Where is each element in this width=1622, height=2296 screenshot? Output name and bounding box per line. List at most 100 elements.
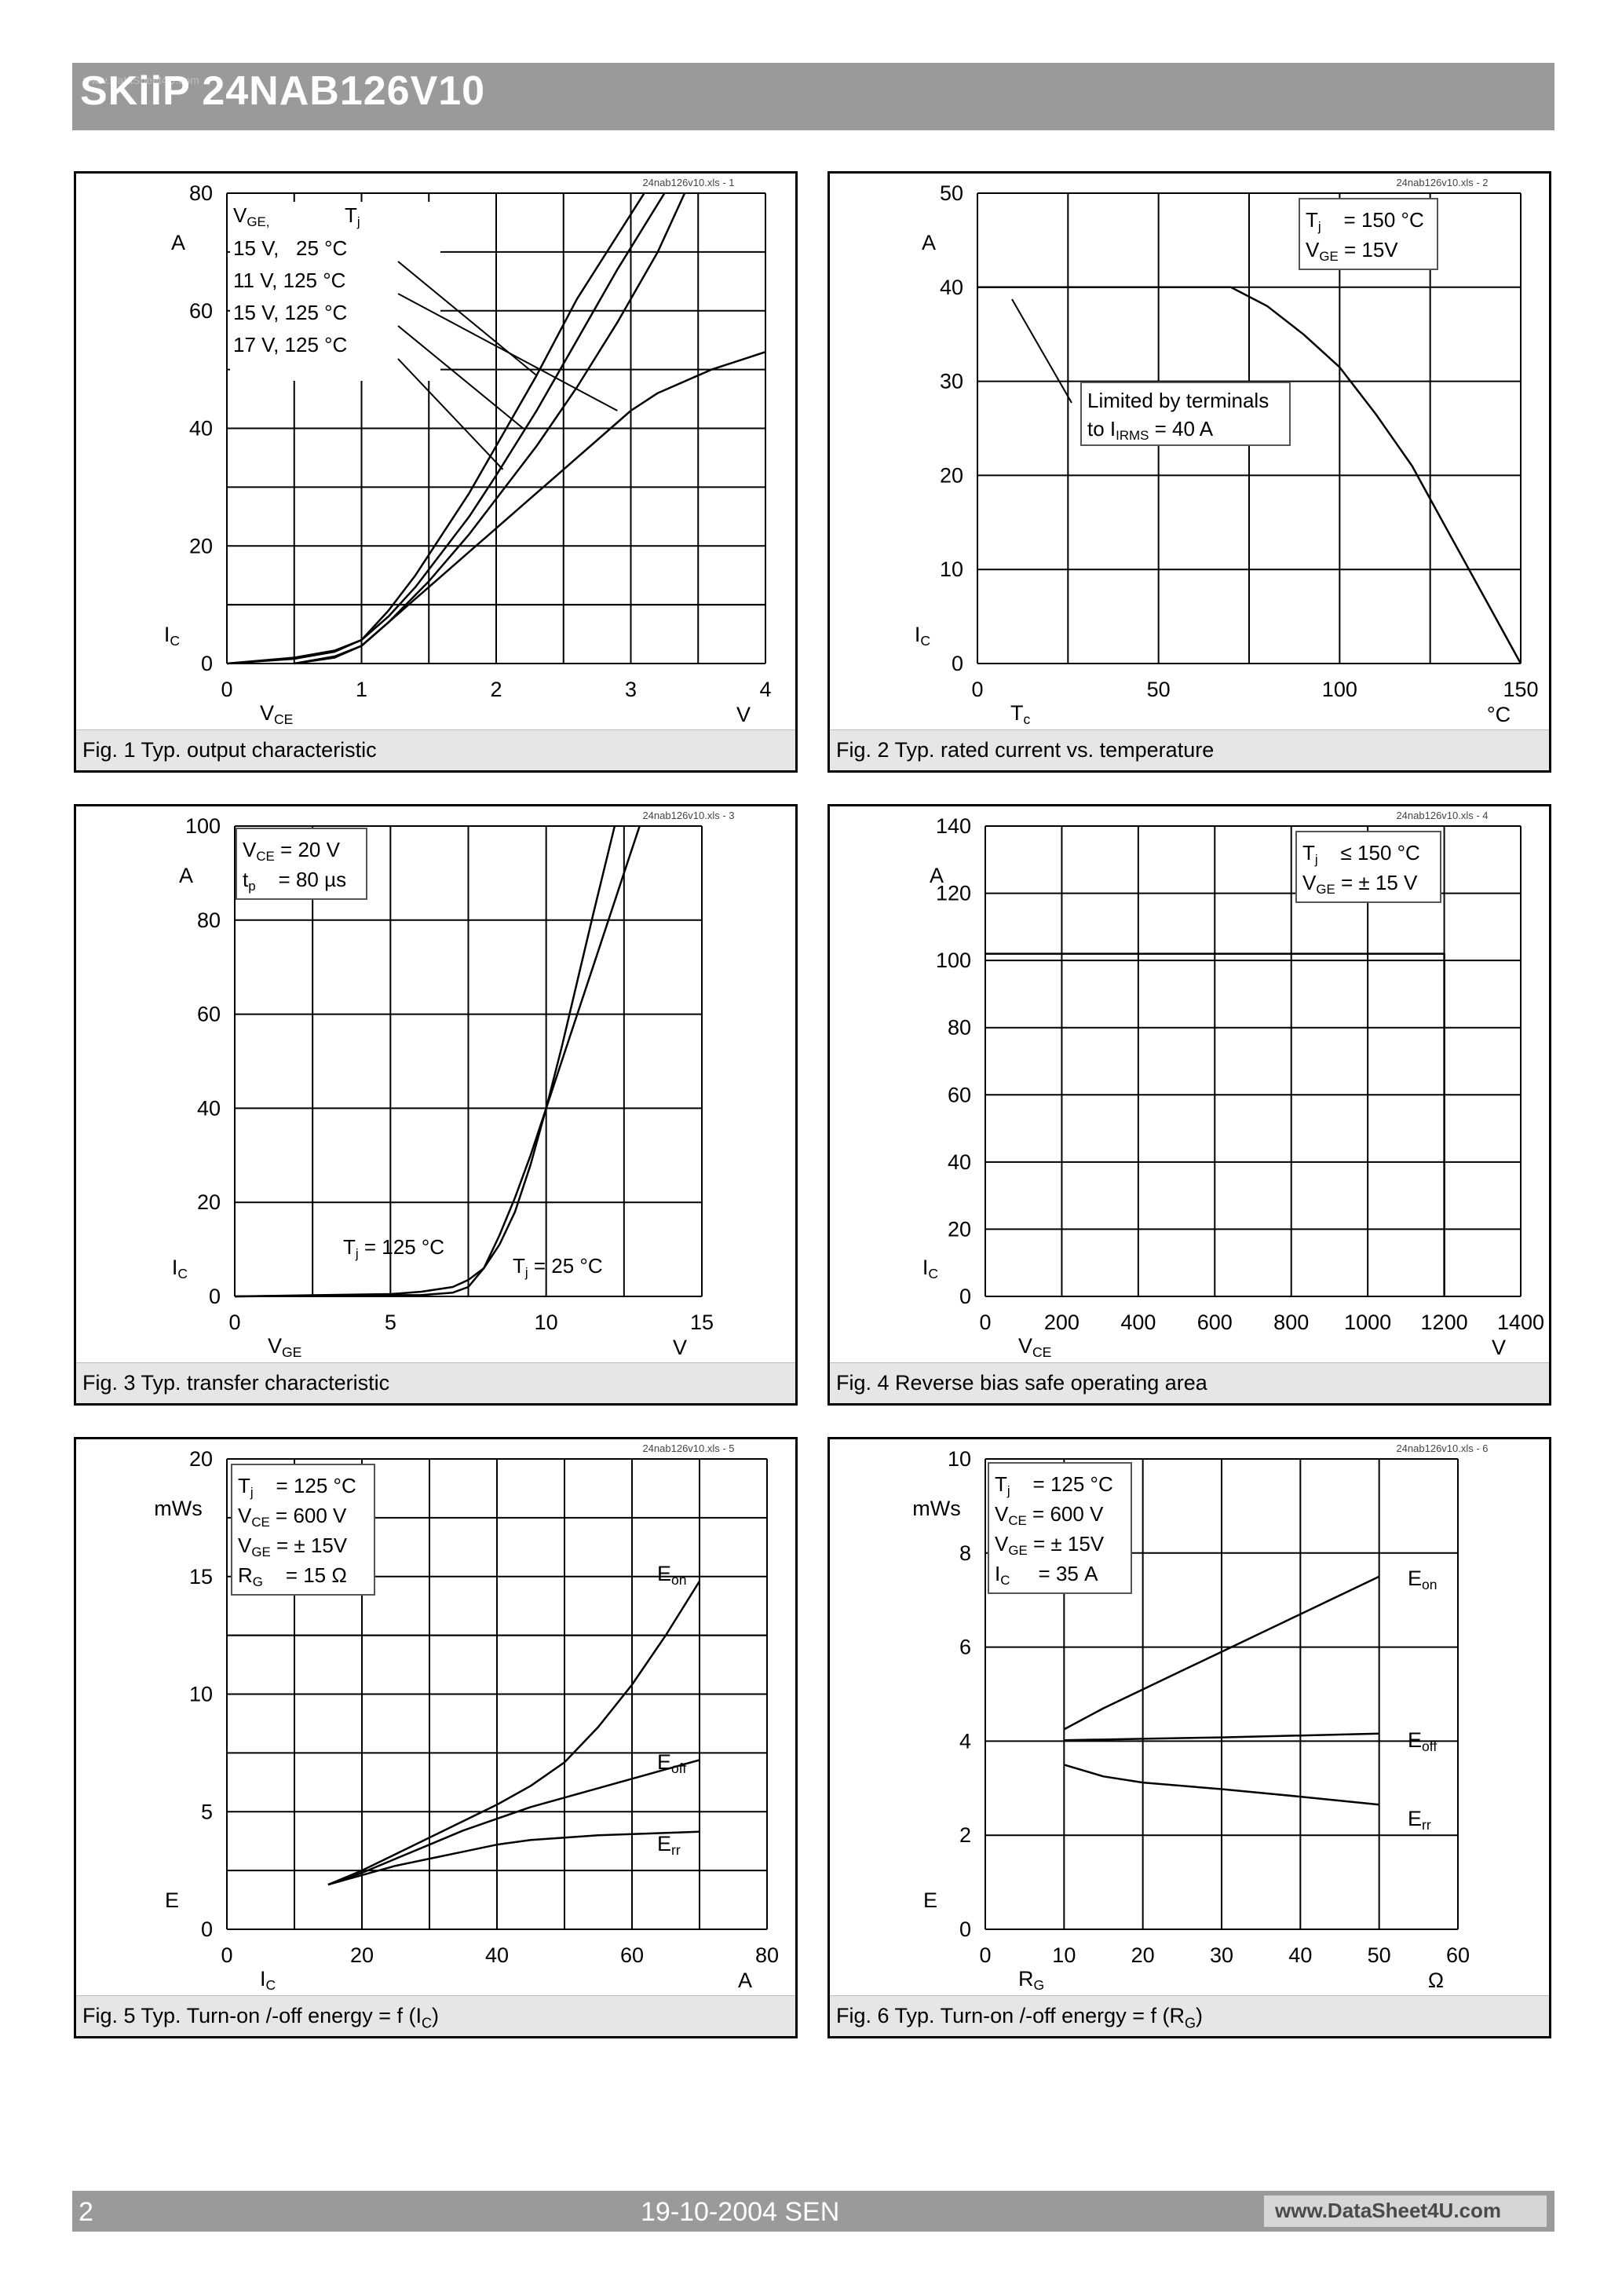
condition-box-line: Tj = 150 °C bbox=[1306, 208, 1424, 234]
condition-box-line: VCE = 20 V bbox=[243, 838, 341, 864]
y-tick-label: 40 bbox=[948, 1150, 971, 1174]
legend-entry: 15 V, 25 °C bbox=[233, 236, 347, 260]
condition-box-line: VGE = ± 15V bbox=[238, 1534, 348, 1559]
y-tick-label: 140 bbox=[936, 814, 971, 838]
chart-fig2-rated-current: 24nab126v10.xls - 2 0 50 100 150 0 10 20 30 40 50 A… bbox=[915, 177, 1539, 727]
y-tick-label: 10 bbox=[948, 1447, 971, 1471]
x-tick-label: 1 bbox=[356, 678, 367, 701]
caption-fig2: Fig. 2 Typ. rated current vs. temperatur… bbox=[830, 729, 1549, 770]
x-tick-label: 0 bbox=[971, 678, 983, 701]
file-tag: 24nab126v10.xls - 6 bbox=[1396, 1442, 1488, 1454]
y-unit-label: A bbox=[171, 231, 185, 254]
x-tick-label: 0 bbox=[979, 1311, 991, 1334]
y-tick-label: 20 bbox=[948, 1217, 971, 1241]
y-tick-label: 20 bbox=[189, 534, 213, 558]
caption-fig1: Fig. 1 Typ. output characteristic bbox=[76, 729, 795, 770]
condition-box-line: VCE = 600 V bbox=[995, 1502, 1104, 1528]
chart-fig5-energy-vs-ic: 24nab126v10.xls - 5 0 20 40 60 80 0 5 10 15 20 mWs A… bbox=[154, 1442, 779, 1993]
file-tag: 24nab126v10.xls - 3 bbox=[642, 810, 734, 821]
condition-box bbox=[1299, 198, 1438, 270]
y-tick-label: 60 bbox=[189, 299, 213, 323]
title-bar: www.DataSheet4U.com SKiiP 24NAB126V10 bbox=[72, 63, 1554, 130]
y-tick-label: 4 bbox=[959, 1729, 971, 1753]
legend-entry: 11 V, 125 °C bbox=[233, 269, 345, 292]
legend-entry: 17 V, 125 °C bbox=[233, 333, 347, 356]
series-label-Eoff: Eoff bbox=[657, 1750, 686, 1776]
legend-header-tj: Tj bbox=[345, 203, 360, 229]
series-line-3 bbox=[327, 1830, 700, 1886]
x-tick-label: 40 bbox=[1288, 1943, 1312, 1967]
y-tick-label: 6 bbox=[959, 1636, 971, 1659]
series-line-1 bbox=[234, 825, 616, 1298]
x-tick-label: 1400 bbox=[1497, 1311, 1544, 1334]
condition-box bbox=[236, 828, 367, 900]
y-tick-label: 2 bbox=[959, 1823, 971, 1847]
series-line-1 bbox=[985, 952, 1445, 1296]
y-tick-label: 8 bbox=[959, 1541, 971, 1565]
y-unit-label: A bbox=[179, 864, 193, 887]
y-tick-label: 40 bbox=[189, 417, 213, 441]
series-line-2 bbox=[1064, 1732, 1379, 1742]
caption-fig3: Fig. 3 Typ. transfer characteristic bbox=[76, 1362, 795, 1403]
series-line-1 bbox=[327, 1581, 701, 1886]
x-tick-label: 10 bbox=[535, 1311, 558, 1334]
caption-text: Fig. 6 Typ. Turn-on /-off energy = f (RG… bbox=[836, 2004, 1203, 2031]
x-axis-label: IC bbox=[260, 1967, 276, 1993]
x-tick-label: 0 bbox=[221, 678, 232, 701]
x-axis-label: VGE bbox=[268, 1334, 301, 1360]
x-unit-label: V bbox=[1492, 1336, 1506, 1359]
y-tick-label: 10 bbox=[940, 558, 963, 581]
legend-leader-line bbox=[397, 325, 524, 430]
x-tick-label: 800 bbox=[1273, 1311, 1309, 1334]
condition-box-line: VGE = ± 15 V bbox=[1302, 871, 1418, 897]
series-line-3 bbox=[294, 192, 686, 665]
series-line-1 bbox=[1063, 1575, 1380, 1731]
legend-header-vge: VGE, bbox=[233, 203, 269, 229]
series-line-3 bbox=[1063, 1764, 1379, 1806]
series-line-4 bbox=[226, 192, 666, 665]
x-tick-label: 60 bbox=[620, 1943, 644, 1967]
curve-label-25c: Tj = 25 °C bbox=[513, 1254, 603, 1280]
caption-fig5: Fig. 5 Typ. Turn-on /-off energy = f (IC… bbox=[76, 1995, 795, 2036]
x-tick-label: 100 bbox=[1322, 678, 1357, 701]
y-tick-label: 15 bbox=[189, 1565, 213, 1589]
condition-box-line: tp = 80 µs bbox=[243, 868, 346, 894]
x-tick-label: 50 bbox=[1368, 1943, 1391, 1967]
terminal-limit-text-1: Limited by terminals bbox=[1087, 389, 1269, 412]
y-tick-label: 0 bbox=[959, 1918, 971, 1941]
terminal-limit-box bbox=[1080, 382, 1291, 446]
condition-box-line: Tj ≤ 150 °C bbox=[1302, 841, 1420, 867]
y-tick-label: 40 bbox=[197, 1096, 221, 1120]
x-tick-label: 200 bbox=[1044, 1311, 1080, 1334]
footer-site-link[interactable]: www.DataSheet4U.com bbox=[1275, 2199, 1502, 2222]
legend-leader-line bbox=[397, 293, 618, 411]
x-tick-label: 150 bbox=[1503, 678, 1538, 701]
y-tick-label: 0 bbox=[201, 652, 213, 675]
x-tick-label: 600 bbox=[1197, 1311, 1233, 1334]
caption-text: Fig. 4 Reverse bias safe operating area bbox=[836, 1371, 1207, 1395]
x-axis-label: VCE bbox=[260, 701, 293, 727]
x-tick-label: 40 bbox=[485, 1943, 509, 1967]
y-tick-label: 60 bbox=[948, 1083, 971, 1106]
legend-leader-line bbox=[397, 358, 504, 470]
condition-box-line: VGE = 15V bbox=[1306, 238, 1398, 264]
footer-site-box: www.DataSheet4U.com bbox=[1264, 2195, 1547, 2227]
x-axis-label: VCE bbox=[1018, 1334, 1051, 1360]
y-tick-label: 100 bbox=[185, 814, 221, 838]
y-unit-label: A bbox=[922, 231, 936, 254]
caption-text: Fig. 1 Typ. output characteristic bbox=[82, 738, 377, 762]
condition-box bbox=[1295, 831, 1441, 903]
y-axis-label: IC bbox=[164, 623, 180, 649]
series-line-1 bbox=[226, 192, 645, 665]
x-tick-label: 10 bbox=[1052, 1943, 1076, 1967]
x-tick-label: 0 bbox=[221, 1943, 232, 1967]
file-tag: 24nab126v10.xls - 5 bbox=[642, 1442, 734, 1454]
legend-entry: 15 V, 125 °C bbox=[233, 301, 347, 324]
x-tick-label: 0 bbox=[979, 1943, 991, 1967]
y-axis-label: IC bbox=[915, 623, 930, 649]
y-tick-label: 10 bbox=[189, 1683, 213, 1706]
chart-fig6-energy-vs-rg: 24nab126v10.xls - 6 0 10 20 30 40 50 60 0 2 4 6 8 10 m… bbox=[912, 1442, 1488, 1993]
series-label-Eoff: Eoff bbox=[1408, 1728, 1437, 1754]
x-unit-label: Ω bbox=[1428, 1969, 1444, 1992]
y-axis-label: E bbox=[923, 1888, 937, 1912]
